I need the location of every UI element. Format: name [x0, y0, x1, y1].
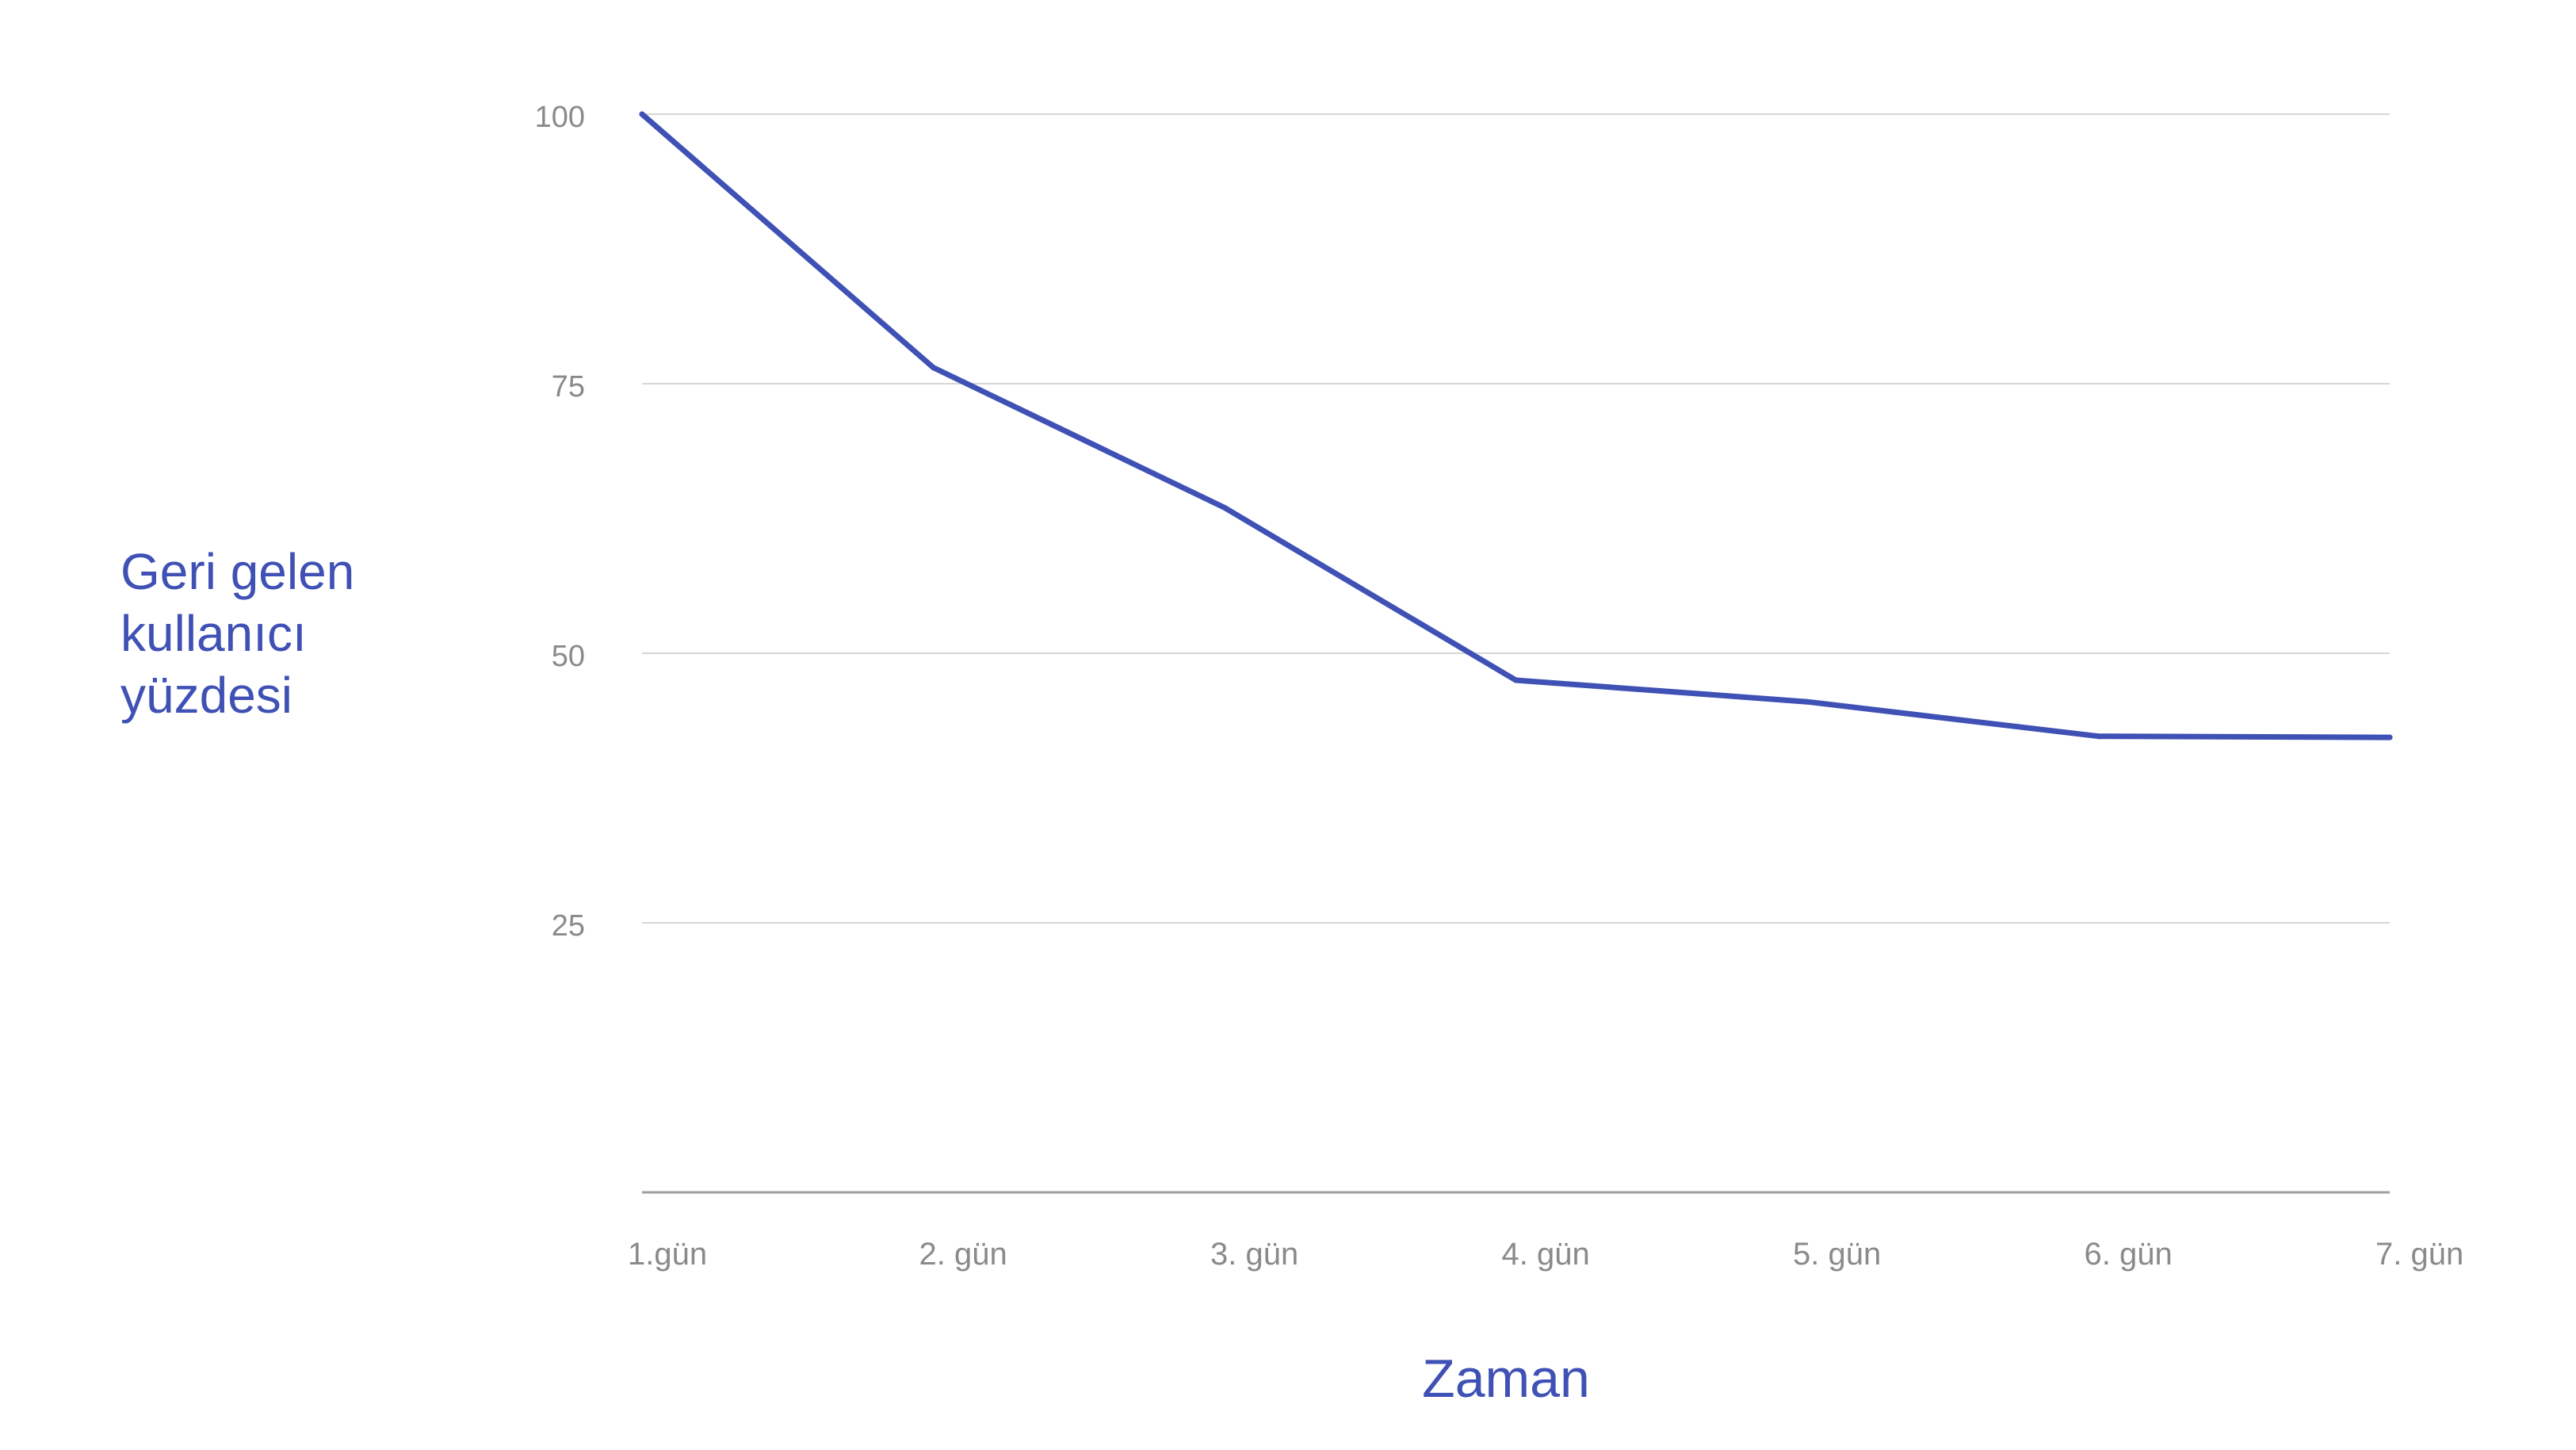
y-tick-label: 25: [552, 909, 585, 943]
data-point: [639, 111, 645, 117]
series-line: [639, 111, 2393, 740]
y-tick-label: 100: [535, 101, 585, 134]
data-point: [2387, 734, 2393, 740]
data-point: [1513, 677, 1519, 683]
y-axis-label-line-3: yüzdesi: [120, 667, 292, 724]
x-tick-label: 4. gün: [1502, 1237, 1590, 1272]
data-point: [2096, 733, 2101, 740]
x-tick-label: 2. gün: [919, 1237, 1007, 1272]
y-tick-label: 75: [552, 370, 585, 404]
x-tick-label: 3. gün: [1210, 1237, 1298, 1272]
y-axis-label-line-1: Geri gelen: [120, 543, 355, 600]
x-axis-label: Zaman: [1422, 1349, 1590, 1409]
y-tick-label: 50: [552, 640, 585, 673]
x-tick-label: 1.gün: [628, 1237, 707, 1272]
x-tick-label: 6. gün: [2085, 1237, 2173, 1272]
x-tick-labels: 1.gün 2. gün 3. gün 4. gün 5. gün 6. gün 7. gü…: [628, 1237, 2463, 1272]
y-axis-label-line-2: kullanıcı: [120, 605, 307, 662]
x-tick-label: 5. gün: [1793, 1237, 1881, 1272]
data-point: [1221, 504, 1228, 511]
series: [639, 111, 2393, 740]
data-point: [1804, 698, 1810, 705]
data-point: [931, 365, 936, 371]
x-tick-label: 7. gün: [2375, 1237, 2463, 1272]
gridlines: [642, 113, 2390, 924]
y-axis-label: Geri gelen kullanıcı yüzdesi: [120, 541, 453, 726]
y-tick-labels: 25 50 75 100: [535, 101, 585, 943]
